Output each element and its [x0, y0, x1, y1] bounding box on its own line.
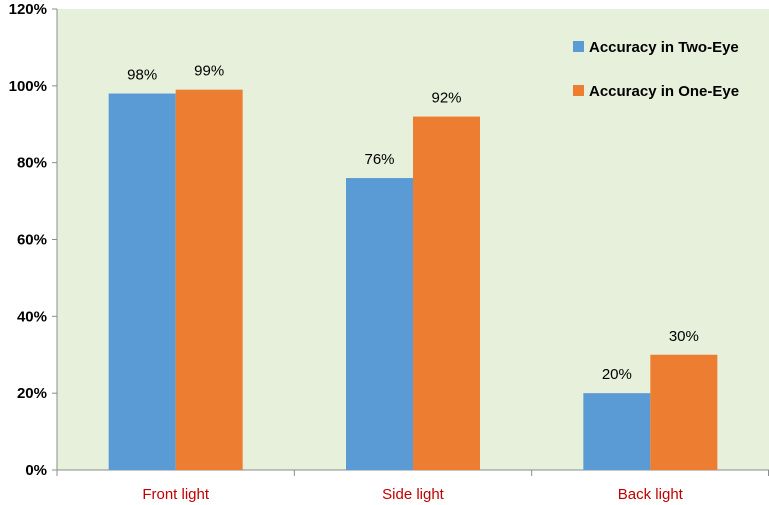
- data-label: 30%: [669, 328, 699, 345]
- bars: 98% 99% 76% 92% 20% 30%: [108, 63, 718, 471]
- data-label: 20%: [602, 366, 632, 383]
- data-label: 76%: [364, 151, 394, 168]
- category-label: Front light: [142, 486, 210, 503]
- legend: Accuracy in Two-Eye Accuracy in One-Eye: [573, 39, 739, 100]
- bar: [175, 89, 243, 471]
- bar: [413, 116, 480, 471]
- y-axis: 0% 20% 40% 60% 80% 100% 120%: [9, 1, 58, 479]
- y-tick-label: 0%: [25, 462, 47, 479]
- bar: [650, 354, 718, 470]
- bar: [346, 178, 413, 471]
- data-label: 98%: [127, 67, 157, 84]
- data-label: 92%: [431, 90, 461, 107]
- category-label: Side light: [382, 486, 445, 503]
- bar: [583, 393, 651, 470]
- legend-label: Accuracy in One-Eye: [589, 83, 739, 100]
- y-tick-label: 20%: [17, 385, 47, 402]
- legend-label: Accuracy in Two-Eye: [589, 39, 739, 56]
- y-tick-label: 60%: [17, 232, 47, 249]
- y-tick-label: 100%: [9, 78, 47, 95]
- category-label: Back light: [618, 486, 684, 503]
- data-label: 99%: [194, 63, 224, 80]
- legend-swatch: [573, 85, 584, 96]
- y-tick-label: 120%: [9, 1, 47, 18]
- x-axis: Front light Side light Back light: [56, 469, 769, 503]
- legend-swatch: [573, 41, 584, 52]
- y-tick-label: 80%: [17, 155, 47, 172]
- bar: [108, 93, 176, 471]
- y-tick-label: 40%: [17, 308, 47, 325]
